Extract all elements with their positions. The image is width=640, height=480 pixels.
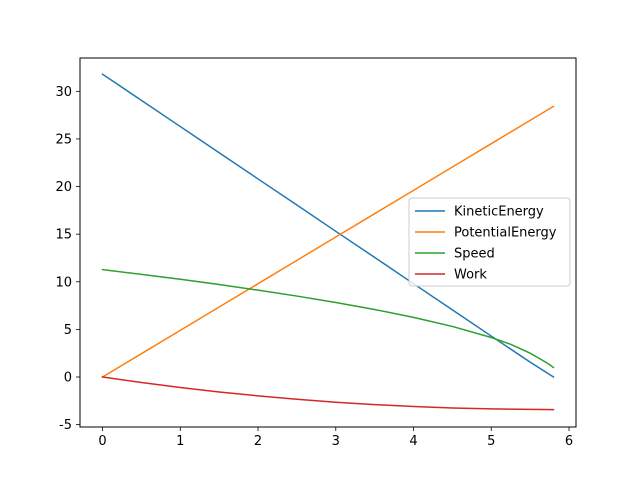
y-tick-label: 20 — [55, 180, 72, 195]
legend-label-potentialenergy: PotentialEnergy — [454, 226, 557, 241]
series-line-kineticenergy — [101, 73, 555, 379]
series-lines — [101, 73, 555, 411]
x-tick-label: 5 — [487, 434, 495, 449]
series-line-work — [101, 376, 555, 411]
x-tick-label: 0 — [98, 434, 106, 449]
x-tick-label: 1 — [176, 434, 184, 449]
legend: KineticEnergy PotentialEnergy Speed Work — [408, 197, 571, 287]
legend-box — [408, 197, 571, 287]
x-tick-label: 2 — [254, 434, 262, 449]
y-tick-label: 10 — [55, 275, 72, 290]
y-axis: -5 0 5 10 15 20 25 30 — [55, 85, 80, 433]
y-tick-label: 5 — [64, 323, 72, 338]
y-tick-label: 0 — [64, 371, 72, 386]
x-tick-label: 3 — [332, 434, 340, 449]
y-tick-label: 30 — [55, 85, 72, 100]
y-tick-label: 15 — [55, 228, 72, 243]
x-tick-label: 6 — [565, 434, 573, 449]
x-axis: 0 1 2 3 4 5 6 — [98, 427, 573, 449]
series-line-speed — [101, 268, 555, 369]
plot-area-frame — [79, 57, 577, 428]
series-line-potentialenergy — [101, 105, 555, 379]
y-tick-label: -5 — [59, 418, 72, 433]
x-tick-label: 4 — [409, 434, 417, 449]
legend-label-speed: Speed — [454, 247, 495, 262]
legend-label-work: Work — [454, 268, 487, 283]
y-tick-label: 25 — [55, 132, 72, 147]
legend-label-kineticenergy: KineticEnergy — [454, 205, 544, 220]
